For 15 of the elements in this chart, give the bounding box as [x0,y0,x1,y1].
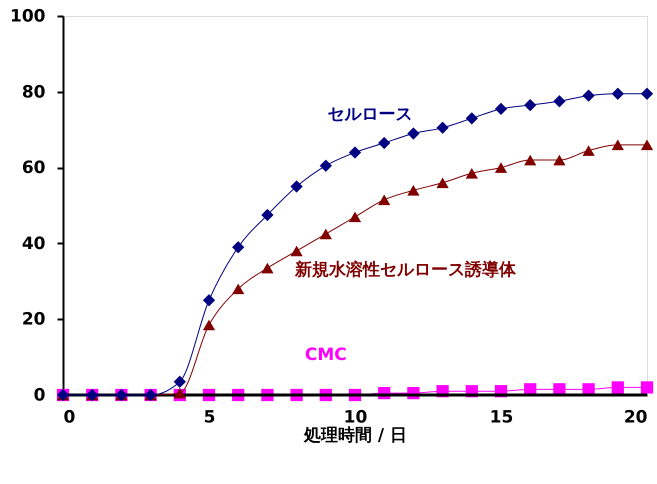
x-tick-label: 20 [624,408,648,428]
y-tick-label: 100 [10,6,46,26]
x-tick-label: 0 [64,408,76,428]
y-tick-label: 80 [22,82,46,102]
series-label: セルロース [327,104,412,125]
y-tick-label: 60 [22,158,46,178]
x-tick-label: 5 [204,408,216,428]
series-label: CMC [304,345,347,365]
x-axis-title: 処理時間 / 日 [302,426,408,446]
x-tick-label: 15 [490,408,514,428]
y-tick-label: 0 [34,386,46,406]
y-tick-label: 20 [22,310,46,330]
y-tick-label: 40 [22,234,46,254]
series-label: 新規水溶性セルロース誘導体 [294,260,517,280]
x-tick-label: 10 [344,408,368,428]
